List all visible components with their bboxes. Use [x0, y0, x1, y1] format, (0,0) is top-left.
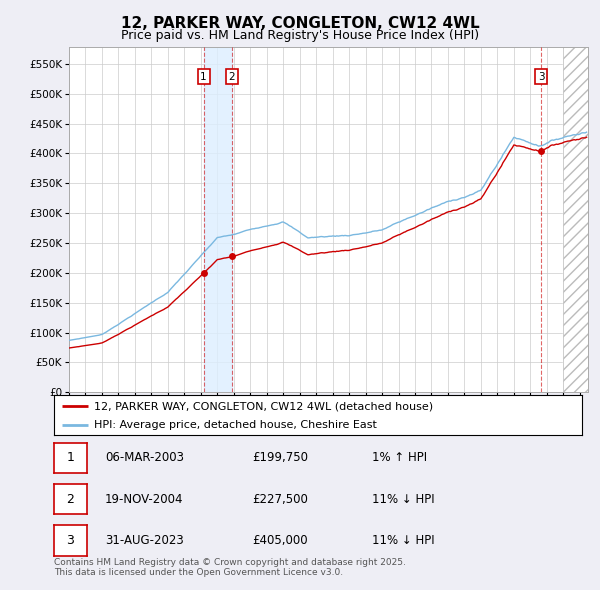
Bar — [563, 47, 588, 392]
Bar — [203, 47, 232, 392]
Text: £405,000: £405,000 — [252, 534, 308, 547]
Text: 1: 1 — [67, 451, 74, 464]
Bar — [563, 47, 588, 392]
Text: £199,750: £199,750 — [252, 451, 308, 464]
Text: Price paid vs. HM Land Registry's House Price Index (HPI): Price paid vs. HM Land Registry's House … — [121, 30, 479, 42]
Text: 2: 2 — [229, 71, 235, 81]
Text: 12, PARKER WAY, CONGLETON, CW12 4WL: 12, PARKER WAY, CONGLETON, CW12 4WL — [121, 16, 479, 31]
Text: HPI: Average price, detached house, Cheshire East: HPI: Average price, detached house, Ches… — [94, 419, 376, 430]
Text: 3: 3 — [538, 71, 545, 81]
Text: £227,500: £227,500 — [252, 493, 308, 506]
Text: 31-AUG-2023: 31-AUG-2023 — [105, 534, 184, 547]
Text: 3: 3 — [67, 534, 74, 547]
Text: 12, PARKER WAY, CONGLETON, CW12 4WL (detached house): 12, PARKER WAY, CONGLETON, CW12 4WL (det… — [94, 401, 433, 411]
Text: 06-MAR-2003: 06-MAR-2003 — [105, 451, 184, 464]
Text: 1: 1 — [200, 71, 207, 81]
Text: 2: 2 — [67, 493, 74, 506]
Text: 19-NOV-2004: 19-NOV-2004 — [105, 493, 184, 506]
Text: 1% ↑ HPI: 1% ↑ HPI — [372, 451, 427, 464]
Text: Contains HM Land Registry data © Crown copyright and database right 2025.
This d: Contains HM Land Registry data © Crown c… — [54, 558, 406, 577]
Text: 11% ↓ HPI: 11% ↓ HPI — [372, 493, 434, 506]
Text: 11% ↓ HPI: 11% ↓ HPI — [372, 534, 434, 547]
